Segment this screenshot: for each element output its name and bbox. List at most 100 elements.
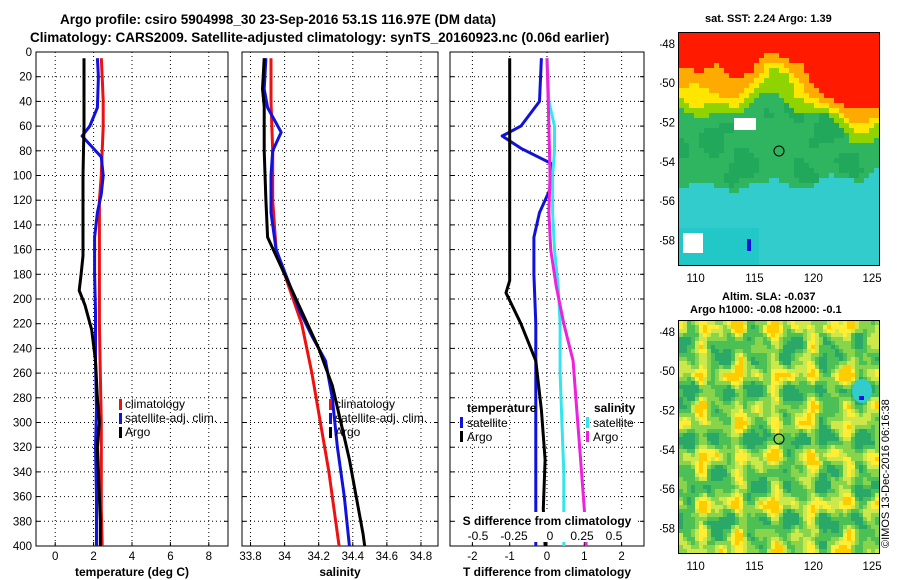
sla-cell [855,485,859,489]
y-tick-label: 20 [19,72,32,84]
sst-cell [784,83,789,88]
sla-cell [751,433,755,437]
sst-cell [789,228,794,233]
sla-cell [847,417,851,421]
sst-cell [859,208,864,213]
sla-cell [827,341,831,345]
sla-cell [699,541,703,545]
sla-cell [747,329,751,333]
sst-cell [724,173,729,178]
sst-cell [829,183,834,188]
sst-cell [679,208,684,213]
sst-cell [754,203,759,208]
sla-cell [747,385,751,389]
sst-cell [764,58,769,63]
sst-cell [824,113,829,118]
sst-cell [789,163,794,168]
sla-cell [763,457,767,461]
sla-cell [755,405,759,409]
sst-cell [834,148,839,153]
sst-cell [864,88,869,93]
sst-cell [729,138,734,143]
sla-cell [795,417,799,421]
sla-cell [791,417,795,421]
sla-cell [771,389,775,393]
difference-panel: -2 -1 0 1 2T difference from climatologytemp… [449,51,645,579]
sst-cell [774,248,779,253]
sla-cell [723,521,727,525]
sla-cell [759,433,763,437]
sla-cell [711,341,715,345]
sst-cell [734,168,739,173]
sla-cell [827,449,831,453]
sst-cell [839,243,844,248]
sst-cell [719,133,724,138]
sla-cell [779,525,783,529]
sla-cell [691,405,695,409]
sla-cell [839,405,843,409]
sst-cell [859,228,864,233]
sla-cell [687,465,691,469]
sla-cell [695,421,699,425]
sst-cell [849,253,854,258]
sst-cell [759,258,764,263]
sla-cell [859,501,863,505]
sla-cell [871,393,875,397]
sla-cell [819,505,823,509]
sla-cell [719,433,723,437]
sla-cell [775,417,779,421]
sla-cell [839,433,843,437]
sla-cell [703,389,707,393]
sst-cell [794,63,799,68]
sla-cell [835,321,839,325]
sla-cell [815,449,819,453]
sst-cell [799,98,804,103]
sla-cell [747,505,751,509]
sla-cell [839,509,843,513]
sst-cell [869,128,874,133]
sst-cell [834,228,839,233]
sst-cell [859,163,864,168]
sla-cell [731,533,735,537]
sst-cell [779,108,784,113]
sla-cell [747,433,751,437]
sst-cell [744,248,749,253]
sst-cell [779,78,784,83]
sla-cell [759,489,763,493]
sla-cell [875,369,879,373]
sst-cell [829,218,834,223]
sst-cell [814,43,819,48]
sla-cell [743,509,747,513]
sst-cell [709,158,714,163]
sst-cell [804,68,809,73]
sst-cell [749,128,754,133]
sst-cell [794,233,799,238]
sst-cell [799,48,804,53]
sla-cell [679,385,683,389]
sst-cell [794,248,799,253]
sla-cell [739,409,743,413]
sla-cell [751,513,755,517]
sst-cell [814,243,819,248]
sla-cell [735,453,739,457]
sst-cell [794,158,799,163]
sst-cell [679,98,684,103]
sst-cell [784,153,789,158]
sla-cell [727,321,731,325]
sla-cell [811,353,815,357]
sst-cell [739,263,744,265]
sla-cell [803,337,807,341]
y-tick-label: 220 [13,319,32,331]
sla-cell [847,397,851,401]
sla-cell [807,333,811,337]
sst-cell [679,88,684,93]
sla-cell [735,421,739,425]
sst-cell [744,213,749,218]
sla-cell [747,369,751,373]
sla-cell [683,345,687,349]
sla-cell [791,473,795,477]
sla-cell [743,405,747,409]
sst-cell [869,113,874,118]
sst-cell [759,118,764,123]
sst-cell [754,148,759,153]
